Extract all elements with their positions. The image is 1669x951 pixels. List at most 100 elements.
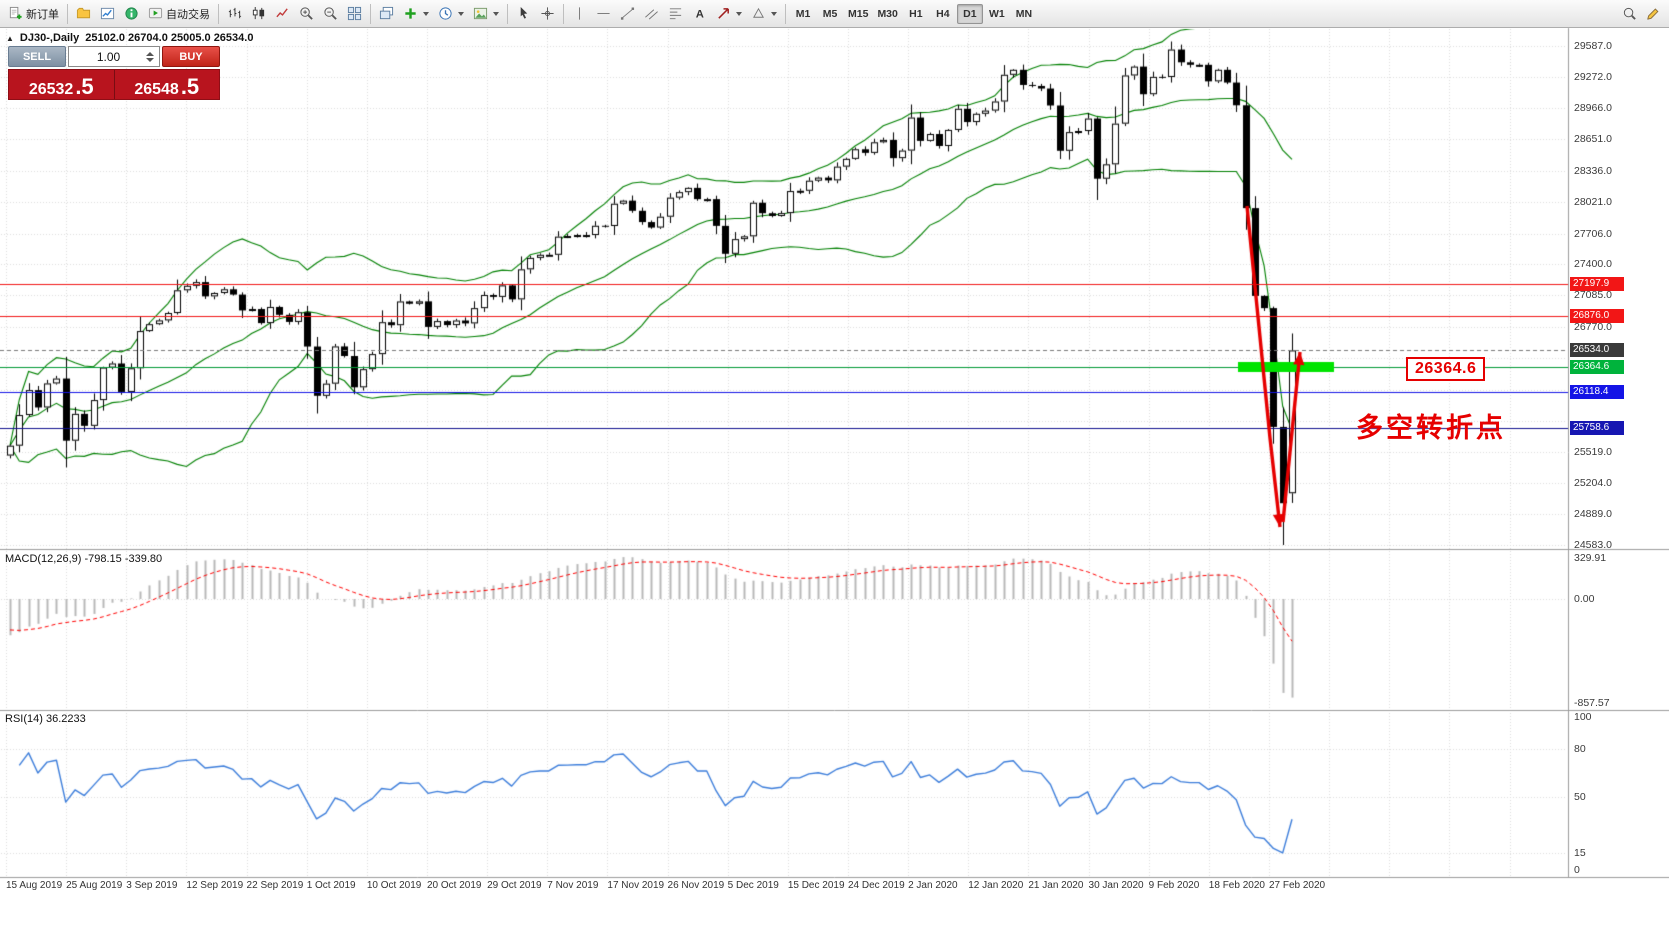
candlestick-icon xyxy=(252,6,265,20)
toolbar-separator xyxy=(785,3,786,24)
play-icon xyxy=(148,7,163,19)
horizontal-line-button[interactable] xyxy=(592,3,615,25)
cursor-icon xyxy=(520,6,528,19)
draw-button[interactable] xyxy=(1642,3,1665,25)
price-axis-label: 27400.0 xyxy=(1574,258,1612,271)
chart-collapse-icon[interactable]: ▲ xyxy=(6,33,14,43)
autotrading-button[interactable]: 自动交易 xyxy=(144,3,214,25)
chart-title: ▲ DJ30-,Daily 25102.0 26704.0 25005.0 26… xyxy=(6,32,253,44)
trendline-button[interactable] xyxy=(616,3,639,25)
macd-axis-label: 329.91 xyxy=(1574,552,1607,565)
volume-value[interactable]: 1.00 xyxy=(96,49,121,64)
zoom-out-button[interactable] xyxy=(319,3,342,25)
arrows-button[interactable] xyxy=(712,3,746,25)
bar-chart-icon xyxy=(228,7,242,19)
toolbar: 新订单 自动交易 A M1 M5 M15 M30 H1 H xyxy=(0,0,1669,28)
timeframe-button-m15[interactable]: M15 xyxy=(844,4,872,24)
bar-chart-button[interactable] xyxy=(223,3,246,25)
price-axis-label: 28336.0 xyxy=(1574,164,1612,177)
time-axis-label: 21 Jan 2020 xyxy=(1028,880,1084,891)
pencil-icon xyxy=(1647,8,1659,20)
chevron-down-icon xyxy=(423,11,429,16)
toolbar-separator xyxy=(507,3,508,24)
trendline-icon xyxy=(620,7,635,20)
timeframe-button-m1[interactable]: M1 xyxy=(790,4,816,24)
price-axis-label: 26770.0 xyxy=(1574,320,1612,333)
rsi-axis-label: 50 xyxy=(1574,791,1586,803)
market-watch-button[interactable] xyxy=(96,3,119,25)
timeframe-button-m30[interactable]: M30 xyxy=(873,4,901,24)
buy-price-pip: .5 xyxy=(180,74,200,99)
time-axis-label: 17 Nov 2019 xyxy=(607,880,665,891)
tile-windows-button[interactable] xyxy=(343,3,366,25)
sell-price[interactable]: 26532.5 xyxy=(9,70,115,99)
price-axis-label: 24583.0 xyxy=(1574,539,1612,551)
line-chart-icon xyxy=(276,8,288,18)
zoom-in-button[interactable] xyxy=(295,3,318,25)
buy-price-main: 26548 xyxy=(134,81,179,98)
time-axis-label: 29 Oct 2019 xyxy=(487,880,542,891)
horizontal-line-icon xyxy=(597,13,610,14)
new-order-button[interactable]: 新订单 xyxy=(4,3,63,25)
chevron-down-icon xyxy=(458,11,464,16)
fibonacci-icon xyxy=(669,8,682,20)
price-tag: 26534.0 xyxy=(1570,343,1624,358)
timeframe-button-w1[interactable]: W1 xyxy=(984,4,1010,24)
volume-stepper[interactable]: 1.00 xyxy=(68,46,160,67)
time-axis-label: 30 Jan 2020 xyxy=(1088,880,1144,891)
search-button[interactable] xyxy=(1618,3,1641,25)
new-order-icon xyxy=(9,6,22,20)
trade-widget-prices: 26532.5 26548.5 xyxy=(8,69,220,100)
rsi-axis-label: 100 xyxy=(1574,711,1592,723)
price-tag: 25758.6 xyxy=(1570,420,1624,435)
time-axis-label: 15 Dec 2019 xyxy=(787,880,845,891)
time-axis-label: 10 Oct 2019 xyxy=(366,880,422,891)
time-axis-label: 9 Feb 2020 xyxy=(1148,880,1200,891)
template-image-icon xyxy=(473,7,488,20)
text-button[interactable]: A xyxy=(688,3,711,25)
spin-up-icon[interactable] xyxy=(146,51,154,56)
templates-button[interactable] xyxy=(469,3,503,25)
volume-spin-buttons[interactable] xyxy=(146,51,157,62)
data-window-button[interactable] xyxy=(120,3,143,25)
price-callout[interactable]: 26364.6 xyxy=(1406,357,1486,381)
rsi-axis-label: 80 xyxy=(1574,743,1586,755)
line-chart-button[interactable] xyxy=(271,3,294,25)
buy-price[interactable]: 26548.5 xyxy=(115,70,220,99)
price-axis-label: 25519.0 xyxy=(1574,445,1612,458)
rsi-axis-label: 15 xyxy=(1574,847,1586,859)
spin-down-icon[interactable] xyxy=(146,57,154,62)
add-indicator-button[interactable] xyxy=(399,3,433,25)
text-icon: A xyxy=(696,8,704,20)
crosshair-button[interactable] xyxy=(536,3,559,25)
shapes-button[interactable] xyxy=(747,3,781,25)
channel-button[interactable] xyxy=(640,3,663,25)
sell-button[interactable]: SELL xyxy=(8,46,66,67)
timeframe-button-m5[interactable]: M5 xyxy=(817,4,843,24)
time-axis-label: 22 Sep 2019 xyxy=(246,880,304,891)
time-axis-label: 18 Feb 2020 xyxy=(1208,880,1265,891)
timeframe-button-mn[interactable]: MN xyxy=(1011,4,1037,24)
buy-button[interactable]: BUY xyxy=(162,46,220,67)
time-axis-label: 3 Sep 2019 xyxy=(126,880,178,891)
sell-price-pip: .5 xyxy=(75,74,94,99)
candlestick-chart-button[interactable] xyxy=(247,3,270,25)
turning-point-label[interactable]: 多空转折点 xyxy=(1356,413,1506,443)
folder-icon xyxy=(76,7,91,19)
fibonacci-button[interactable] xyxy=(664,3,687,25)
timeframe-button-d1[interactable]: D1 xyxy=(956,3,983,24)
vertical-line-icon xyxy=(579,7,580,20)
macd-axis-label: -857.57 xyxy=(1574,697,1610,709)
periods-button[interactable] xyxy=(434,3,468,25)
timeframe-button-h1[interactable]: H1 xyxy=(903,4,929,24)
search-icon xyxy=(1623,7,1636,20)
vertical-line-button[interactable] xyxy=(568,3,591,25)
price-tag: 26364.6 xyxy=(1570,360,1624,375)
timeframe-button-h4[interactable]: H4 xyxy=(930,4,956,24)
profiles-button[interactable] xyxy=(72,3,95,25)
cascade-windows-button[interactable] xyxy=(375,3,398,25)
cursor-button[interactable] xyxy=(512,3,535,25)
price-axis-label: 24889.0 xyxy=(1574,508,1612,521)
time-axis-label: 25 Aug 2019 xyxy=(66,880,123,891)
